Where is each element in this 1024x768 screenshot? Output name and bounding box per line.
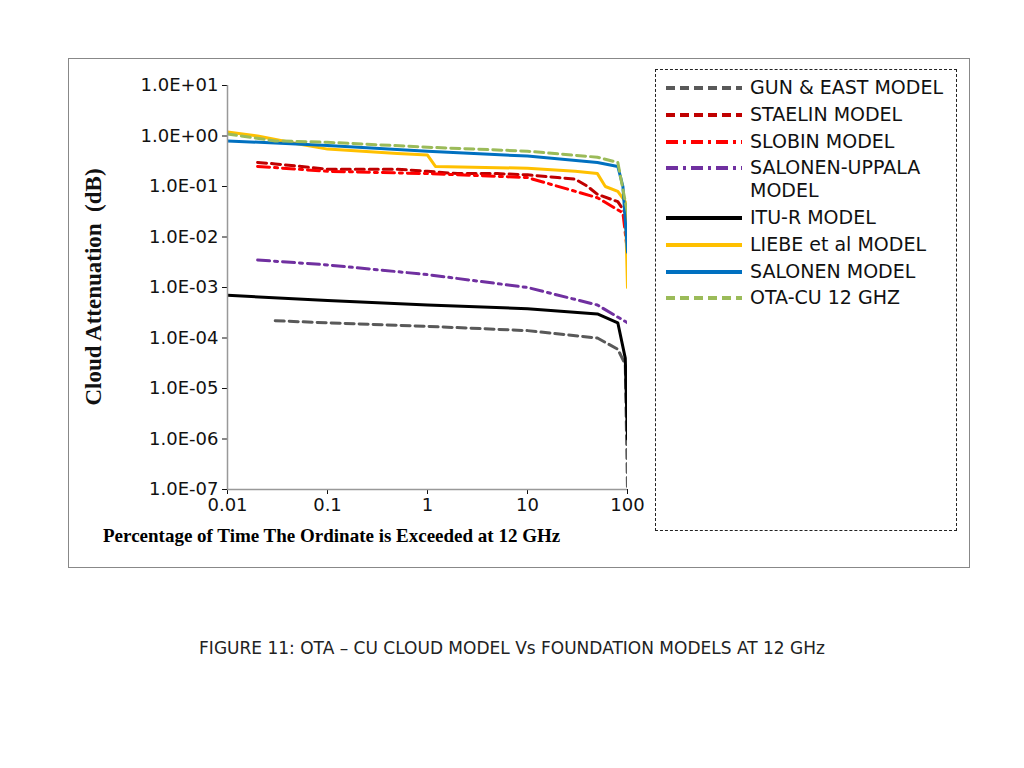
html-text:SLOBIN MODEL: SLOBIN MODEL <box>750 129 895 152</box>
html-text:GUN & EAST MODEL: GUN & EAST MODEL <box>750 76 943 98</box>
html-text:LIEBE et al MODEL: LIEBE et al MODEL <box>750 232 926 255</box>
html-text:ITU-R MODEL: ITU-R MODEL <box>750 206 876 228</box>
svg-text:1.0E-07: 1.0E-07 <box>149 478 219 500</box>
html-text:SALONEN MODEL: SALONEN MODEL <box>750 259 916 282</box>
svg-text:1.0E-03: 1.0E-03 <box>149 276 218 297</box>
svg-text:100: 100 <box>610 494 644 515</box>
svg-text:1.0E+00: 1.0E+00 <box>141 125 219 146</box>
svg-text:10: 10 <box>516 494 539 515</box>
svg-text:1.0E+01: 1.0E+01 <box>141 74 219 95</box>
svg-text:1.0E-04: 1.0E-04 <box>149 327 218 348</box>
svg-text:1.0E-06: 1.0E-06 <box>149 428 218 449</box>
svg-text:1.0E-02: 1.0E-02 <box>149 226 218 247</box>
html-text:STAELIN MODEL: STAELIN MODEL <box>750 102 903 125</box>
html-text:OTA-CU 12 GHZ: OTA-CU 12 GHZ <box>750 286 900 309</box>
svg-text:Cloud Attenuation (dB): Cloud Attenuation (dB) <box>81 168 106 405</box>
svg-text:0.1: 0.1 <box>313 494 342 515</box>
svg-text:1.0E-01: 1.0E-01 <box>149 175 218 196</box>
svg-text:1: 1 <box>422 494 433 515</box>
svg-text:1.0E-05: 1.0E-05 <box>149 377 218 398</box>
html-text:Percentage of Time The Ordinat: Percentage of Time The Ordinate is Excee… <box>103 525 561 546</box>
html-text:FIGURE 11: OTA – CU CLOUD MODE: FIGURE 11: OTA – CU CLOUD MODEL Vs FOUND… <box>199 638 825 658</box>
html-text:SALONEN-UPPALA MODEL: SALONEN-UPPALA MODEL <box>750 156 921 202</box>
svg-text:0.01: 0.01 <box>207 494 247 515</box>
